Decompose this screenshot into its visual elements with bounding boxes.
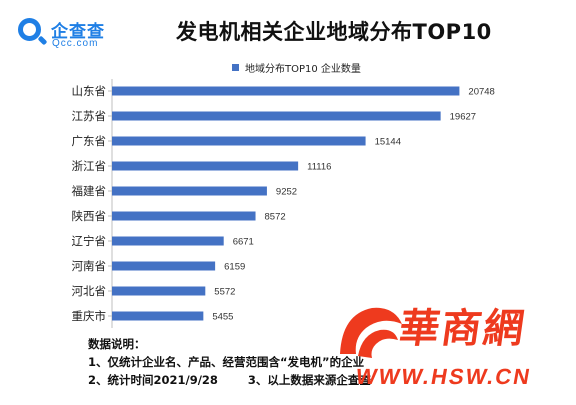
qcc-logo: 企查查 Qcc.com bbox=[14, 14, 149, 54]
watermark-url: WWW.HSW.CN bbox=[353, 364, 534, 389]
category-label: 江苏省 bbox=[72, 109, 107, 123]
value-label: 11116 bbox=[307, 162, 331, 173]
value-label: 15144 bbox=[375, 137, 401, 148]
legend-swatch bbox=[232, 64, 239, 71]
category-label: 重庆市 bbox=[72, 309, 107, 323]
category-label: 广东省 bbox=[72, 134, 107, 148]
bar bbox=[112, 286, 206, 296]
category-label: 辽宁省 bbox=[72, 234, 107, 248]
value-label: 9252 bbox=[276, 187, 297, 198]
bar bbox=[112, 261, 216, 271]
bar bbox=[112, 236, 224, 246]
category-label: 河南省 bbox=[72, 259, 107, 273]
bar bbox=[112, 211, 256, 221]
bar bbox=[112, 186, 267, 196]
bar bbox=[112, 311, 204, 321]
data-notes: 数据说明： 1、仅统计企业名、产品、经营范围含“发电机”的企业 2、统计时间20… bbox=[88, 335, 371, 389]
hsw-watermark: 華商網 WWW.HSW.CN bbox=[332, 294, 568, 398]
value-label: 8572 bbox=[265, 212, 286, 223]
chart-title: 发电机相关企业地域分布TOP10 bbox=[176, 20, 492, 44]
notes-line-1: 1、仅统计企业名、产品、经营范围含“发电机”的企业 bbox=[88, 355, 365, 369]
watermark-emblem-icon bbox=[340, 307, 402, 358]
logo-brand-cn: 企查查 bbox=[51, 22, 105, 42]
legend-label: 地域分布TOP10 企业数量 bbox=[245, 64, 361, 75]
category-label: 山东省 bbox=[72, 84, 107, 98]
value-label: 5455 bbox=[212, 312, 233, 323]
value-label: 20748 bbox=[468, 87, 494, 98]
watermark-brand: 華商網 bbox=[396, 305, 529, 352]
magnifier-logo-icon bbox=[18, 18, 41, 41]
bar bbox=[112, 111, 441, 121]
chart-legend: 地域分布TOP10 企业数量 bbox=[232, 60, 361, 75]
value-label: 6671 bbox=[233, 237, 254, 248]
value-label: 6159 bbox=[224, 262, 245, 273]
bar bbox=[112, 161, 299, 171]
logo-brand-en: Qcc.com bbox=[52, 38, 99, 49]
category-label: 河北省 bbox=[72, 284, 107, 298]
notes-heading: 数据说明： bbox=[88, 337, 146, 351]
value-label: 19627 bbox=[450, 112, 476, 123]
notes-line-2: 2、统计时间2021/9/28 bbox=[88, 373, 218, 387]
category-label: 陕西省 bbox=[72, 209, 107, 223]
notes-line-3: 3、以上数据来源企查查 bbox=[247, 373, 371, 387]
category-label: 浙江省 bbox=[72, 159, 107, 173]
value-label: 5572 bbox=[214, 287, 235, 298]
bar bbox=[112, 136, 366, 146]
category-label: 福建省 bbox=[72, 184, 107, 198]
bar bbox=[112, 86, 460, 96]
